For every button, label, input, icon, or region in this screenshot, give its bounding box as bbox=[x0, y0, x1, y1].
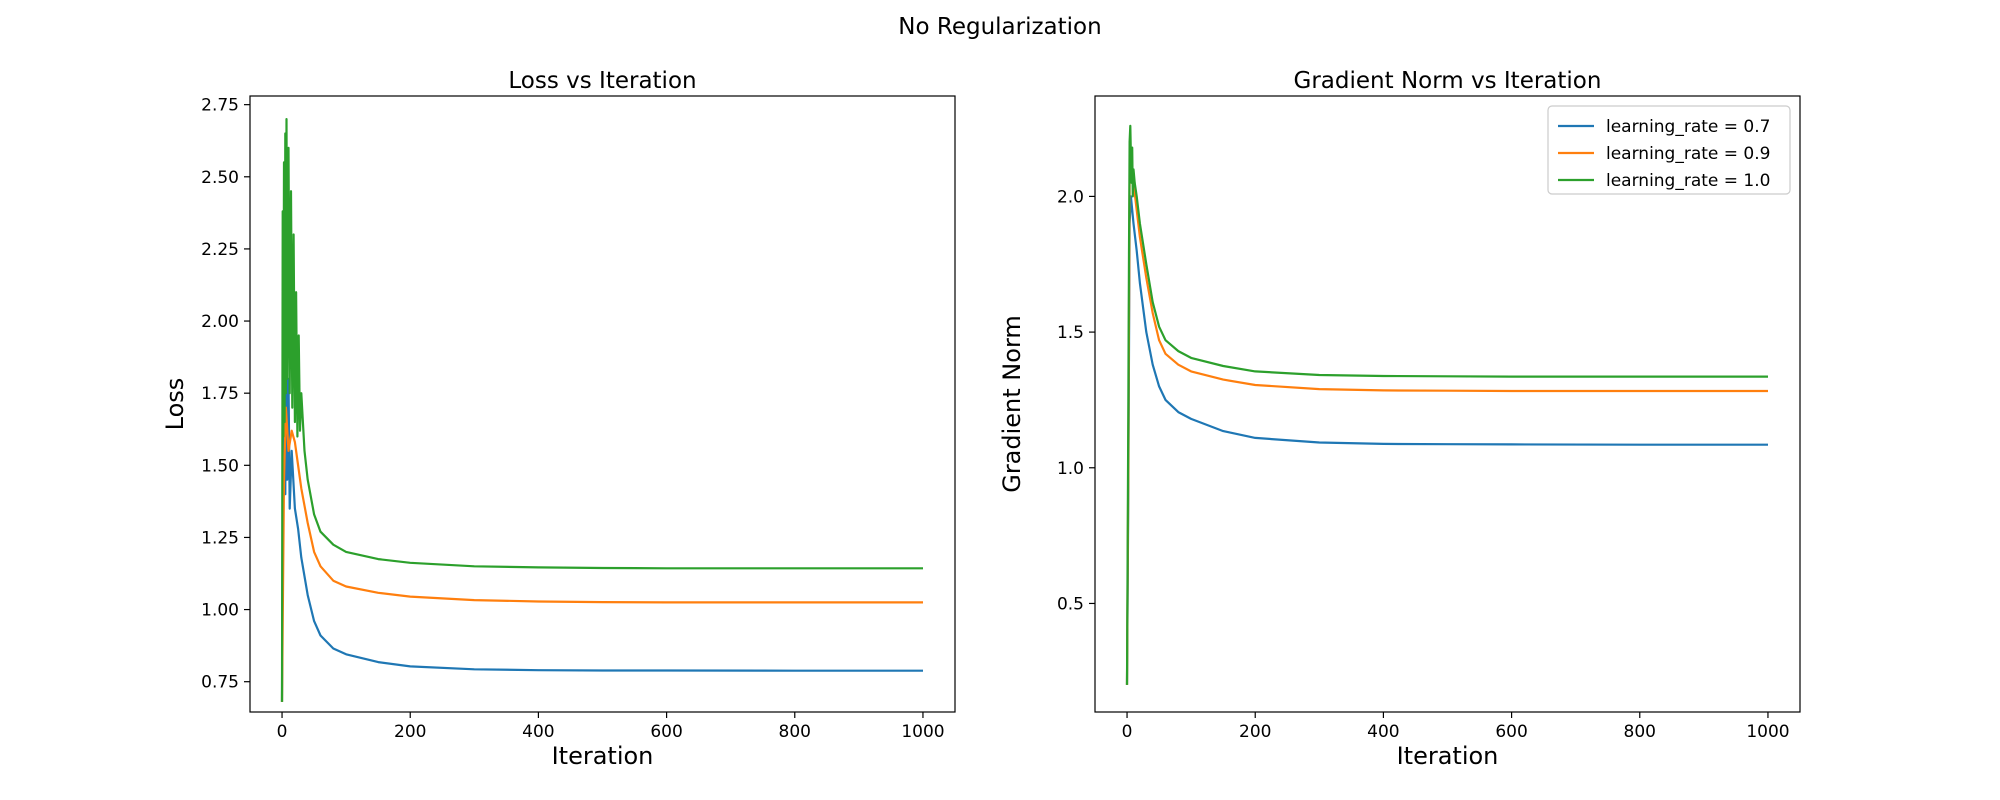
grad-x-tick-label: 200 bbox=[1239, 722, 1271, 742]
grad-y-axis-label: Gradient Norm bbox=[998, 315, 1026, 493]
grad-y-tick-label: 1.0 bbox=[1057, 459, 1084, 479]
loss-y-tick-label: 1.25 bbox=[201, 528, 239, 548]
loss-series-line-learning-rate-0-9 bbox=[280, 406, 923, 702]
grad-series-line-learning-rate-1-0 bbox=[1125, 124, 1768, 685]
grad-x-axis-label: Iteration bbox=[1397, 742, 1499, 770]
loss-x-tick-label: 0 bbox=[277, 722, 288, 742]
loss-x-axis-label: Iteration bbox=[552, 742, 654, 770]
legend: learning_rate = 0.7 learning_rate = 0.9 le… bbox=[1547, 105, 1791, 195]
grad-series-line-learning-rate-0-7 bbox=[1125, 195, 1768, 685]
figure-suptitle: No Regularization bbox=[898, 14, 1101, 40]
loss-y-tick-label: 2.75 bbox=[201, 96, 239, 116]
grad-x-tick-label: 800 bbox=[1624, 722, 1656, 742]
gradient-norm-plot: 0 200 400 600 800 1000 0.5 1.0 1.5 2.0 Gradient No… bbox=[998, 68, 1801, 770]
loss-y-tick-label: 1.00 bbox=[201, 601, 239, 621]
loss-series-line-learning-rate-1-0 bbox=[280, 118, 923, 702]
legend-box bbox=[1547, 105, 1791, 195]
legend-entry-learning-rate-0-9: learning_rate = 0.9 bbox=[1606, 144, 1770, 164]
loss-x-tick-label: 400 bbox=[522, 722, 554, 742]
loss-y-axis-label: Loss bbox=[161, 378, 189, 431]
loss-y-tick-label: 1.50 bbox=[201, 456, 239, 476]
loss-y-tick-label: 2.50 bbox=[201, 168, 239, 188]
loss-y-tick-label: 2.25 bbox=[201, 240, 239, 260]
loss-y-tick-label: 1.75 bbox=[201, 384, 239, 404]
grad-plot-title: Gradient Norm vs Iteration bbox=[1294, 68, 1602, 94]
grad-axes-frame bbox=[1094, 95, 1801, 713]
loss-x-tick-label: 1000 bbox=[901, 722, 944, 742]
grad-x-tick-label: 400 bbox=[1367, 722, 1399, 742]
grad-x-tick-label: 600 bbox=[1495, 722, 1527, 742]
legend-entry-learning-rate-0-7: learning_rate = 0.7 bbox=[1606, 117, 1770, 137]
grad-y-tick-label: 0.5 bbox=[1057, 594, 1084, 614]
loss-x-tick-label: 600 bbox=[650, 722, 682, 742]
legend-entry-learning-rate-1-0: learning_rate = 1.0 bbox=[1606, 171, 1770, 191]
loss-axes-frame bbox=[249, 95, 956, 713]
grad-y-tick-label: 2.0 bbox=[1057, 187, 1084, 207]
loss-x-tick-label: 200 bbox=[394, 722, 426, 742]
loss-plot-title: Loss vs Iteration bbox=[508, 68, 696, 94]
loss-plot: 0 200 400 600 800 1000 0.75 1.00 1.25 1.50 1.75 2.0… bbox=[161, 68, 956, 770]
loss-series-group bbox=[280, 118, 923, 702]
loss-y-tick-label: 0.75 bbox=[201, 673, 239, 693]
loss-y-tick-label: 2.00 bbox=[201, 312, 239, 332]
grad-x-tick-label: 1000 bbox=[1746, 722, 1789, 742]
grad-series-group bbox=[1125, 124, 1768, 685]
loss-x-tick-label: 800 bbox=[779, 722, 811, 742]
grad-x-tick-label: 0 bbox=[1122, 722, 1133, 742]
grad-y-tick-label: 1.5 bbox=[1057, 323, 1084, 343]
